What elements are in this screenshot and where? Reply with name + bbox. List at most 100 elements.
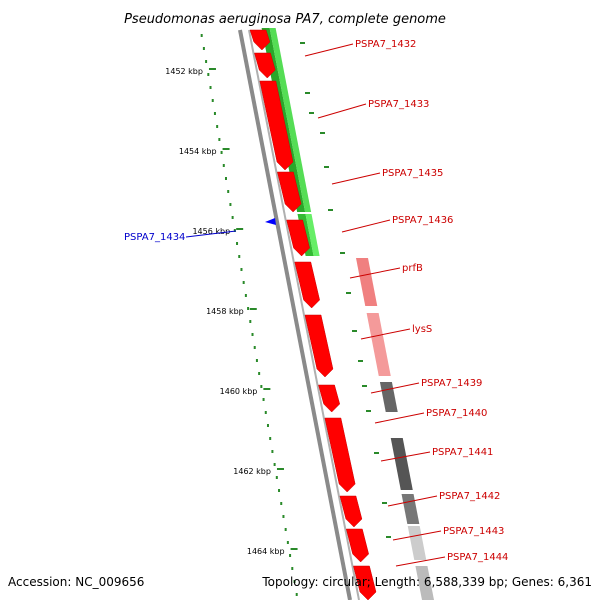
ruler-dot [255,359,258,362]
gene-label[interactable]: PSPA7_1441 [432,447,493,458]
gene-arrow[interactable] [249,29,271,51]
gene-leader-line [395,556,446,567]
gene-label[interactable]: PSPA7_1432 [355,39,416,50]
ruler-dot [224,177,227,180]
gene-arrow[interactable] [286,219,310,257]
backbone [238,29,360,600]
ruler-dot [205,60,208,63]
ruler-tick [276,468,284,470]
ruler-dot [295,593,298,596]
outer-dash [374,452,379,454]
ruler-dot [253,346,256,349]
ruler-tick [290,548,298,550]
gene-arrow[interactable] [254,52,276,79]
gene-label[interactable]: PSPA7_1433 [368,99,429,110]
gene-label[interactable]: PSPA7_1440 [426,408,487,419]
reverse-gene-leader [185,230,237,238]
ruler-dot [229,203,232,206]
outer-dash [386,536,391,538]
ruler-dot [258,372,261,375]
feature-block [407,526,427,560]
gene-arrow[interactable] [345,528,369,563]
ruler-tick [249,308,257,310]
gene-leader-line [331,172,381,185]
ruler-dot [213,112,216,115]
gene-leader-line [360,328,411,340]
ruler-dot [266,424,269,427]
gene-label[interactable]: PSPA7_1436 [392,215,453,226]
gene-arrow[interactable] [353,565,377,600]
outer-dash [366,410,371,412]
ruler-dot [284,528,287,531]
ruler-dot [282,515,285,518]
gene-leader-line [370,382,420,394]
gene-arrow[interactable] [318,384,340,413]
backbone-inner-line [248,29,360,600]
ruler-tick-label: 1452 kbp [165,67,203,76]
ruler-dot [278,489,281,492]
ruler-dot [233,229,236,232]
ruler-dot [260,385,263,388]
gene-arrow[interactable] [324,417,356,493]
accession-text: Accession: NC_009656 [8,575,144,589]
ruler-dot [271,450,274,453]
outer-dash [358,360,363,362]
ruler-tick-label: 1454 kbp [179,147,217,156]
feature-block [415,566,434,600]
backbone-outer-line [238,29,352,600]
outer-feature-dashes [300,42,391,538]
ruler-tick [222,148,230,150]
feature-block [379,382,398,412]
reverse-gene-marker[interactable]: PSPA7_1434 [124,218,276,243]
gene-arrow[interactable] [294,261,320,309]
gene-leader-line [387,495,438,507]
ruler-tick [208,68,216,70]
outer-dash [362,385,367,387]
outer-dash [320,132,325,134]
ruler-dot [207,73,210,76]
gene-label[interactable]: PSPA7_1435 [382,168,443,179]
ruler-dot [251,333,254,336]
reverse-gene-arrow[interactable] [265,218,276,225]
outer-dash [300,42,305,44]
gene-label[interactable]: PSPA7_1439 [421,378,482,389]
forward-gene-track[interactable] [249,29,377,600]
gene-arrow[interactable] [339,495,363,528]
ruler-dot [264,411,267,414]
ruler-dot [262,398,265,401]
ruler-dots [200,34,298,596]
ruler-dot [289,554,292,557]
gene-labels: PSPA7_1432 PSPA7_1433 PSPA7_1435 PSPA7_1436… [304,39,508,567]
outer-dash [382,502,387,504]
topology-text: Topology: circular; Length: 6,588,339 bp… [261,575,592,589]
gene-label[interactable]: PSPA7_1442 [439,491,500,502]
ruler-tick [263,388,271,390]
reverse-gene-label[interactable]: PSPA7_1434 [124,232,185,243]
gene-label[interactable]: PSPA7_1443 [443,526,504,537]
gene-leader-line [374,412,425,424]
feature-block [390,438,413,490]
ruler-dot [227,190,230,193]
ruler-dot [218,138,221,141]
ruler-dot [240,268,243,271]
gene-leader-line [392,530,442,541]
map-title: Pseudomonas aeruginosa PA7, complete gen… [124,12,446,27]
ruler-tick-label: 1460 kbp [220,387,258,396]
gene-arrow[interactable] [259,80,294,171]
ruler-dot [286,541,289,544]
gene-arrow[interactable] [277,171,302,213]
ruler-tick-label: 1464 kbp [247,547,285,556]
outer-dash [305,92,310,94]
gene-label[interactable]: prfB [402,263,423,274]
gene-leader-line [317,103,367,119]
ruler-dot [216,125,219,128]
gene-arrow[interactable] [304,314,334,378]
gene-label[interactable]: PSPA7_1444 [447,552,508,563]
ruler-dot [273,463,276,466]
gene-leader-line [380,451,431,462]
outer-dash [340,252,345,254]
gene-label[interactable]: lysS [412,324,432,335]
ruler-tick-label: 1458 kbp [206,307,244,316]
outer-dash [309,112,314,114]
